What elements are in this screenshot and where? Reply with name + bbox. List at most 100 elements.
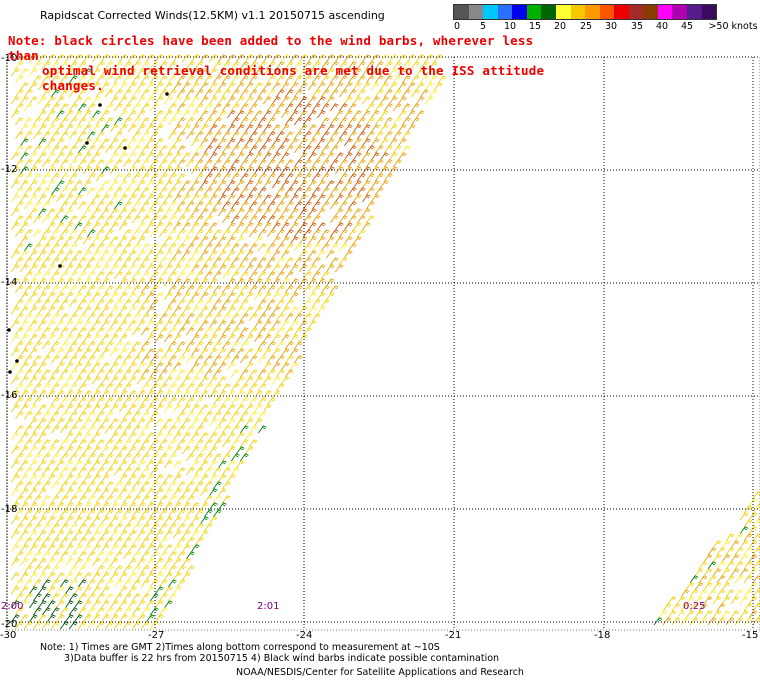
wind-barb — [267, 159, 276, 168]
wind-barb — [56, 488, 65, 497]
wind-barb — [65, 404, 74, 413]
wind-barb — [294, 61, 303, 70]
wind-barb — [231, 257, 240, 266]
wind-barb — [56, 460, 65, 469]
wind-barb — [290, 166, 299, 175]
wind-barb — [96, 61, 105, 70]
wind-barb — [128, 194, 137, 203]
wind-barb — [249, 425, 258, 434]
wind-barb — [150, 173, 159, 182]
wind-barb — [177, 229, 186, 238]
wind-barb — [218, 460, 227, 469]
wind-barb — [173, 572, 182, 581]
wind-barb — [132, 355, 141, 364]
wind-barb — [159, 145, 168, 154]
wind-barb — [258, 257, 267, 266]
wind-barb — [218, 124, 227, 133]
wind-barb — [191, 418, 200, 427]
wind-barb — [65, 124, 74, 133]
wind-barb — [56, 82, 65, 91]
wind-barb — [281, 334, 290, 343]
wind-barb — [150, 439, 159, 448]
wind-barb — [65, 502, 74, 511]
wind-barb — [308, 306, 317, 315]
wind-barb — [245, 166, 254, 175]
wind-barb — [411, 103, 420, 112]
wind-barb — [195, 453, 204, 462]
wind-barb — [218, 152, 227, 161]
wind-barb — [114, 495, 123, 504]
wind-barb — [155, 502, 164, 511]
wind-barb — [128, 544, 137, 553]
wind-barb — [78, 439, 87, 448]
wind-barb — [132, 243, 141, 252]
wind-barb — [204, 341, 213, 350]
wind-barb — [60, 621, 69, 630]
wind-barb — [752, 505, 760, 514]
wind-barb — [344, 138, 353, 147]
wind-barb — [748, 540, 758, 549]
wind-barb — [69, 89, 78, 98]
wind-barb — [186, 439, 195, 448]
wind-barb — [65, 250, 74, 259]
wind-barb — [29, 446, 38, 455]
wind-barb — [146, 138, 155, 147]
wind-barb — [173, 222, 182, 231]
wind-barb — [168, 299, 177, 308]
wind-barb — [128, 460, 137, 469]
wind-barb — [299, 96, 308, 105]
wind-barb — [303, 103, 312, 112]
wind-barb — [209, 208, 218, 217]
wind-barb — [101, 474, 110, 483]
wind-barb — [132, 215, 141, 224]
legend-label-45: 45 — [680, 21, 694, 32]
wind-barb — [375, 187, 384, 196]
wind-barb — [29, 152, 38, 161]
wind-barb — [168, 117, 177, 126]
wind-barb — [20, 446, 29, 455]
wind-barb — [303, 229, 312, 238]
wind-barb — [299, 222, 308, 231]
wind-barb — [114, 257, 123, 266]
wind-barb — [56, 586, 65, 595]
wind-barb — [236, 82, 245, 91]
wind-barb — [375, 117, 384, 126]
wind-barb — [87, 145, 96, 154]
wind-barb — [380, 82, 389, 91]
wind-barb — [132, 75, 141, 84]
wind-barb — [353, 138, 362, 147]
wind-barb — [312, 75, 321, 84]
wind-barb — [83, 250, 92, 259]
wind-barb — [42, 341, 51, 350]
wind-barb — [150, 215, 159, 224]
wind-barb — [137, 124, 146, 133]
wind-barb — [384, 89, 393, 98]
wind-barb — [267, 369, 276, 378]
wind-barb — [150, 299, 159, 308]
wind-barb — [258, 411, 267, 420]
wind-barb — [204, 257, 213, 266]
wind-barb — [204, 75, 213, 84]
wind-barb — [51, 285, 60, 294]
wind-barb — [29, 572, 38, 581]
wind-barb — [285, 285, 294, 294]
wind-barb — [33, 355, 42, 364]
wind-barb — [707, 547, 717, 556]
wind-barb — [182, 446, 191, 455]
wind-barb — [119, 474, 128, 483]
wind-barb — [141, 607, 150, 616]
wind-barb — [734, 547, 744, 556]
wind-barb — [348, 229, 357, 238]
wind-barb — [231, 117, 240, 126]
wind-barb — [11, 166, 20, 175]
wind-barb — [137, 558, 146, 567]
wind-barb — [281, 292, 290, 301]
wind-barb — [164, 348, 173, 357]
wind-barb — [204, 229, 213, 238]
wind-barb — [123, 621, 132, 630]
wind-barb — [209, 138, 218, 147]
wind-barb — [56, 124, 65, 133]
wind-barb — [132, 159, 141, 168]
wind-barb — [24, 565, 33, 574]
wind-barb — [33, 579, 42, 588]
